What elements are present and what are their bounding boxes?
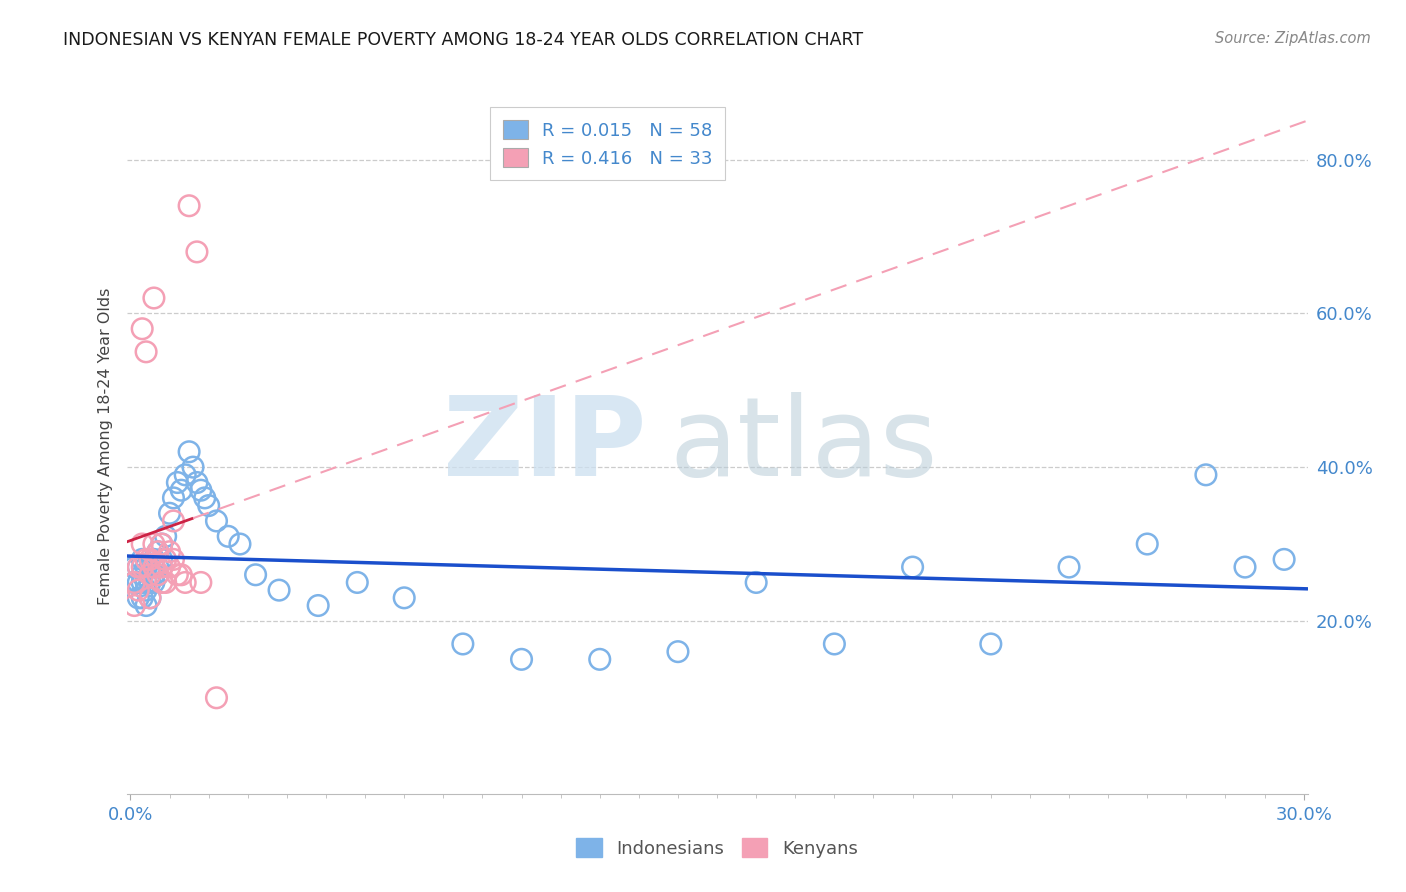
Point: [131, 560, 153, 574]
Point: [197, 499, 219, 513]
Point: [127, 583, 149, 598]
Point: [135, 583, 157, 598]
Point: [451, 637, 474, 651]
Point: [1195, 467, 1218, 482]
Text: atlas: atlas: [669, 392, 938, 500]
Point: [346, 575, 368, 590]
Point: [135, 599, 157, 613]
Point: [139, 552, 162, 566]
Point: [186, 244, 208, 259]
Point: [745, 575, 768, 590]
Point: [217, 529, 239, 543]
Point: [186, 475, 208, 490]
Point: [307, 599, 329, 613]
Point: [179, 444, 201, 458]
Point: [124, 575, 146, 590]
Point: [162, 491, 184, 505]
Point: [1136, 537, 1159, 551]
Point: [194, 491, 217, 505]
Point: [124, 560, 146, 574]
Point: [150, 537, 173, 551]
Point: [205, 514, 228, 528]
Point: [139, 567, 162, 582]
Point: [135, 344, 157, 359]
Point: [142, 537, 165, 551]
Point: [166, 567, 188, 582]
Point: [823, 637, 845, 651]
Point: [155, 529, 177, 543]
Point: [666, 645, 689, 659]
Point: [155, 575, 177, 590]
Point: [139, 567, 162, 582]
Point: [589, 652, 612, 666]
Point: [392, 591, 415, 605]
Point: [131, 537, 153, 551]
Point: [139, 575, 162, 590]
Point: [142, 552, 165, 566]
Point: [146, 567, 169, 582]
Point: [170, 483, 193, 498]
Point: [146, 560, 169, 574]
Point: [190, 483, 212, 498]
Point: [127, 591, 149, 605]
Point: [142, 560, 165, 574]
Point: [142, 567, 165, 582]
Point: [245, 567, 267, 582]
Point: [510, 652, 533, 666]
Point: [142, 575, 165, 590]
Point: [181, 460, 204, 475]
Point: [150, 537, 173, 551]
Point: [159, 506, 181, 520]
Point: [162, 552, 184, 566]
Point: [135, 552, 157, 566]
Point: [139, 591, 162, 605]
Legend: Indonesians, Kenyans: Indonesians, Kenyans: [569, 830, 865, 865]
Point: [131, 322, 153, 336]
Point: [162, 514, 184, 528]
Point: [135, 560, 157, 574]
Point: [901, 560, 924, 574]
Point: [146, 545, 169, 559]
Point: [146, 567, 169, 582]
Point: [131, 591, 153, 605]
Point: [135, 575, 157, 590]
Point: [127, 560, 149, 574]
Point: [124, 599, 146, 613]
Text: INDONESIAN VS KENYAN FEMALE POVERTY AMONG 18-24 YEAR OLDS CORRELATION CHART: INDONESIAN VS KENYAN FEMALE POVERTY AMON…: [63, 31, 863, 49]
Point: [159, 545, 181, 559]
Point: [174, 467, 197, 482]
Y-axis label: Female Poverty Among 18-24 Year Olds: Female Poverty Among 18-24 Year Olds: [97, 287, 112, 605]
Text: Source: ZipAtlas.com: Source: ZipAtlas.com: [1215, 31, 1371, 46]
Point: [142, 291, 165, 305]
Point: [170, 567, 193, 582]
Point: [166, 475, 188, 490]
Point: [146, 545, 169, 559]
Point: [127, 575, 149, 590]
Point: [127, 560, 149, 574]
Point: [1272, 552, 1295, 566]
Point: [190, 575, 212, 590]
Point: [139, 560, 162, 574]
Point: [150, 560, 173, 574]
Point: [1057, 560, 1080, 574]
Point: [179, 199, 201, 213]
Point: [159, 560, 181, 574]
Point: [131, 575, 153, 590]
Point: [980, 637, 1002, 651]
Point: [1233, 560, 1256, 574]
Point: [150, 552, 173, 566]
Point: [131, 552, 153, 566]
Point: [205, 690, 228, 705]
Point: [155, 552, 177, 566]
Point: [174, 575, 197, 590]
Point: [229, 537, 252, 551]
Point: [124, 575, 146, 590]
Text: ZIP: ZIP: [443, 392, 647, 500]
Point: [267, 583, 290, 598]
Point: [150, 575, 173, 590]
Point: [131, 567, 153, 582]
Point: [139, 591, 162, 605]
